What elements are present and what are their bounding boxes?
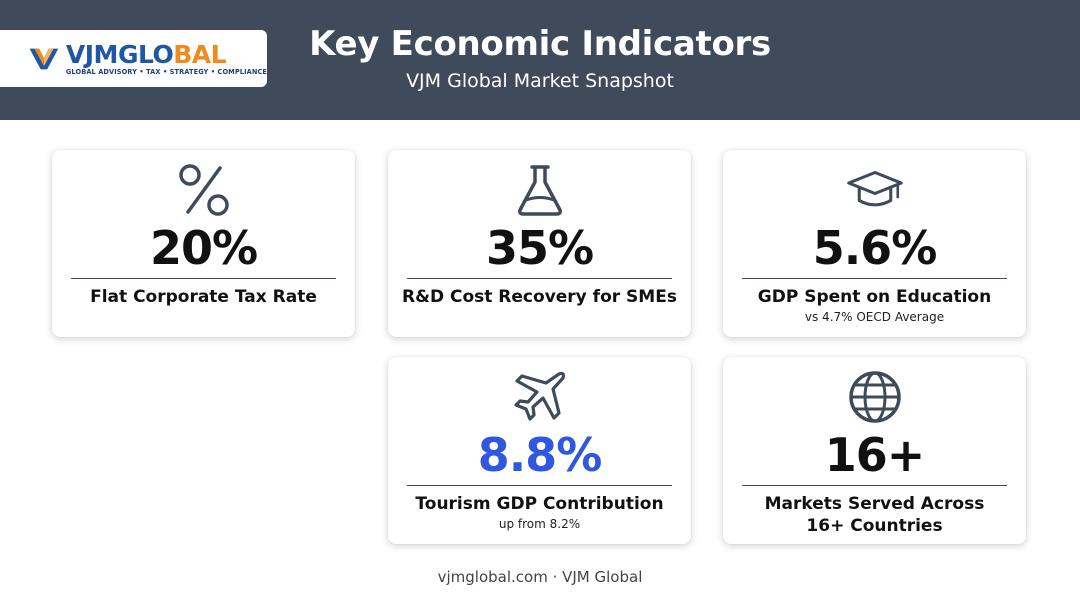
percent-icon	[178, 164, 229, 216]
card-divider	[742, 278, 1007, 279]
indicator-card-education: 5.6% GDP Spent on Education vs 4.7% OECD…	[723, 150, 1026, 337]
footer-credit: vjmglobal.com · VJM Global	[437, 568, 643, 586]
company-logo[interactable]: VJMGLOBAL GLOBAL ADVISORY • TAX • STRATE…	[0, 30, 267, 87]
indicator-card-tourism: 8.8% Tourism GDP Contribution up from 8.…	[388, 357, 691, 544]
flask-icon	[517, 165, 562, 216]
indicator-label: Tourism GDP Contribution	[415, 494, 664, 514]
card-divider	[407, 485, 672, 486]
indicator-card-markets: 16+ Markets Served Across 16+ Countries	[723, 357, 1026, 544]
indicator-label: R&D Cost Recovery for SMEs	[402, 287, 677, 307]
indicator-note: up from 8.2%	[498, 517, 581, 531]
card-divider	[407, 278, 672, 279]
indicator-label: GDP Spent on Education	[757, 287, 992, 307]
indicator-card-rd-recovery: 35% R&D Cost Recovery for SMEs	[388, 150, 691, 337]
indicator-value: 5.6%	[812, 221, 938, 275]
indicator-value: 16+	[824, 428, 926, 482]
indicator-label: Markets Served Across 16+ Countries	[764, 494, 985, 536]
indicator-card-corporate-tax: 20% Flat Corporate Tax Rate	[52, 150, 355, 337]
indicator-value: 20%	[149, 221, 258, 275]
indicator-label: Flat Corporate Tax Rate	[90, 287, 317, 307]
indicator-note: vs 4.7% OECD Average	[804, 310, 945, 324]
logo-wordmark: VJMGLOBAL	[65, 39, 227, 69]
card-divider	[71, 278, 336, 279]
indicator-value: 8.8%	[477, 428, 603, 482]
indicator-value: 35%	[485, 221, 594, 275]
header-banner: VJMGLOBAL GLOBAL ADVISORY • TAX • STRATE…	[0, 0, 1080, 120]
page-subtitle: VJM Global Market Snapshot	[406, 70, 674, 92]
logo-tagline: GLOBAL ADVISORY • TAX • STRATEGY • COMPL…	[65, 67, 267, 76]
airplane-icon	[513, 371, 565, 421]
globe-icon	[848, 371, 901, 423]
graduation-cap-icon	[846, 170, 903, 207]
logo-emblem-icon	[29, 48, 59, 69]
card-divider	[742, 485, 1007, 486]
page-title: Key Economic Indicators	[309, 24, 771, 64]
